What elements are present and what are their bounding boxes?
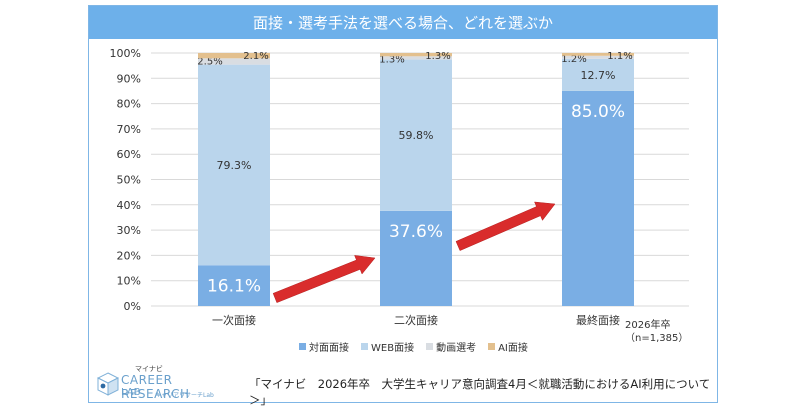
bar-segment (562, 55, 634, 59)
y-tick-label: 20% (117, 249, 141, 262)
y-tick-label: 40% (117, 199, 141, 212)
source-citation: 「マイナビ 2026年卒 大学生キャリア意向調査4月＜就職活動におけるAI利用に… (249, 377, 711, 407)
legend-label: 動画選考 (436, 343, 477, 354)
legend-item: WEB面接 (361, 339, 414, 354)
bar-segment (380, 56, 452, 60)
data-label: 2.1% (243, 51, 268, 62)
data-label: 59.8% (399, 129, 434, 142)
y-tick-label: 0% (124, 300, 141, 313)
category-label: 最終面接 (576, 313, 620, 327)
bar-segment (380, 210, 452, 306)
legend-item: 動画選考 (426, 339, 476, 354)
legend-label: WEB面接 (371, 343, 415, 354)
legend-swatch (488, 343, 496, 350)
chart-frame: 面接・選考手法を選べる場合、どれを選ぶか 0% 10% 20% 30% 40% 50% 60… (88, 5, 718, 407)
sample-note: 2026年卒 （n=1,385） (625, 319, 688, 345)
stacked-bar-chart: 0% 10% 20% 30% 40% 50% 60% 70% 80% 90% 100% 16.1% 79… (110, 47, 689, 327)
trend-arrow (272, 255, 376, 303)
data-label: 16.1% (207, 276, 261, 296)
bar-segment (198, 58, 270, 65)
legend-item: AI面接 (488, 339, 528, 354)
logo-title: CAREER RESEARCH (121, 373, 190, 401)
bar-segment (562, 58, 634, 91)
data-label: 79.3% (217, 159, 252, 172)
y-tick-label: 10% (117, 275, 141, 288)
logo-brand: マイナビ (135, 365, 163, 373)
legend-label: 対面面接 (309, 343, 349, 354)
sample-year: 2026年卒 (625, 320, 671, 331)
y-tick-label: 30% (117, 224, 141, 237)
trend-arrow (455, 201, 556, 251)
logo-subtitle: キャリアリサーチLab (155, 392, 214, 399)
legend-item: 対面面接 (299, 339, 349, 354)
data-label: 1.3% (425, 51, 450, 62)
legend-swatch (426, 343, 434, 350)
bar-segment (562, 53, 634, 56)
logo: マイナビ CAREER RESEARCH LAB キャリアリサーチLab (95, 364, 245, 401)
data-label: 1.2% (561, 54, 586, 65)
y-tick-label: 50% (117, 174, 141, 187)
bar-segment (380, 53, 452, 57)
data-label: 2.5% (197, 56, 222, 67)
legend-swatch (361, 343, 368, 350)
y-tick-label: 90% (117, 72, 141, 85)
sample-size: （n=1,385） (625, 333, 689, 344)
bar-segment (198, 265, 270, 306)
data-label: 85.0% (571, 102, 625, 122)
y-tick-label: 100% (110, 47, 141, 60)
y-tick-label: 70% (117, 123, 141, 136)
logo-lab: LAB (121, 387, 141, 398)
chart-title: 面接・選考手法を選べる場合、どれを選ぶか (89, 6, 717, 39)
data-label: 1.3% (379, 54, 404, 65)
bar-segment (198, 64, 270, 266)
legend: 対面面接 WEB面接 動画選考 AI面接 (299, 339, 528, 354)
legend-swatch (299, 343, 306, 350)
data-label: 12.7% (581, 69, 616, 82)
category-label: 二次面接 (394, 313, 438, 327)
legend-label: AI面接 (498, 343, 528, 354)
data-label: 1.1% (607, 51, 632, 62)
category-label: 一次面接 (212, 313, 256, 327)
y-tick-label: 60% (117, 148, 141, 161)
y-tick-label: 80% (117, 98, 141, 111)
data-label: 37.6% (389, 222, 443, 242)
bar-segment (198, 53, 270, 59)
bar-segment (562, 90, 634, 306)
cube-logo-icon (97, 372, 119, 396)
bar-segment (380, 59, 452, 211)
